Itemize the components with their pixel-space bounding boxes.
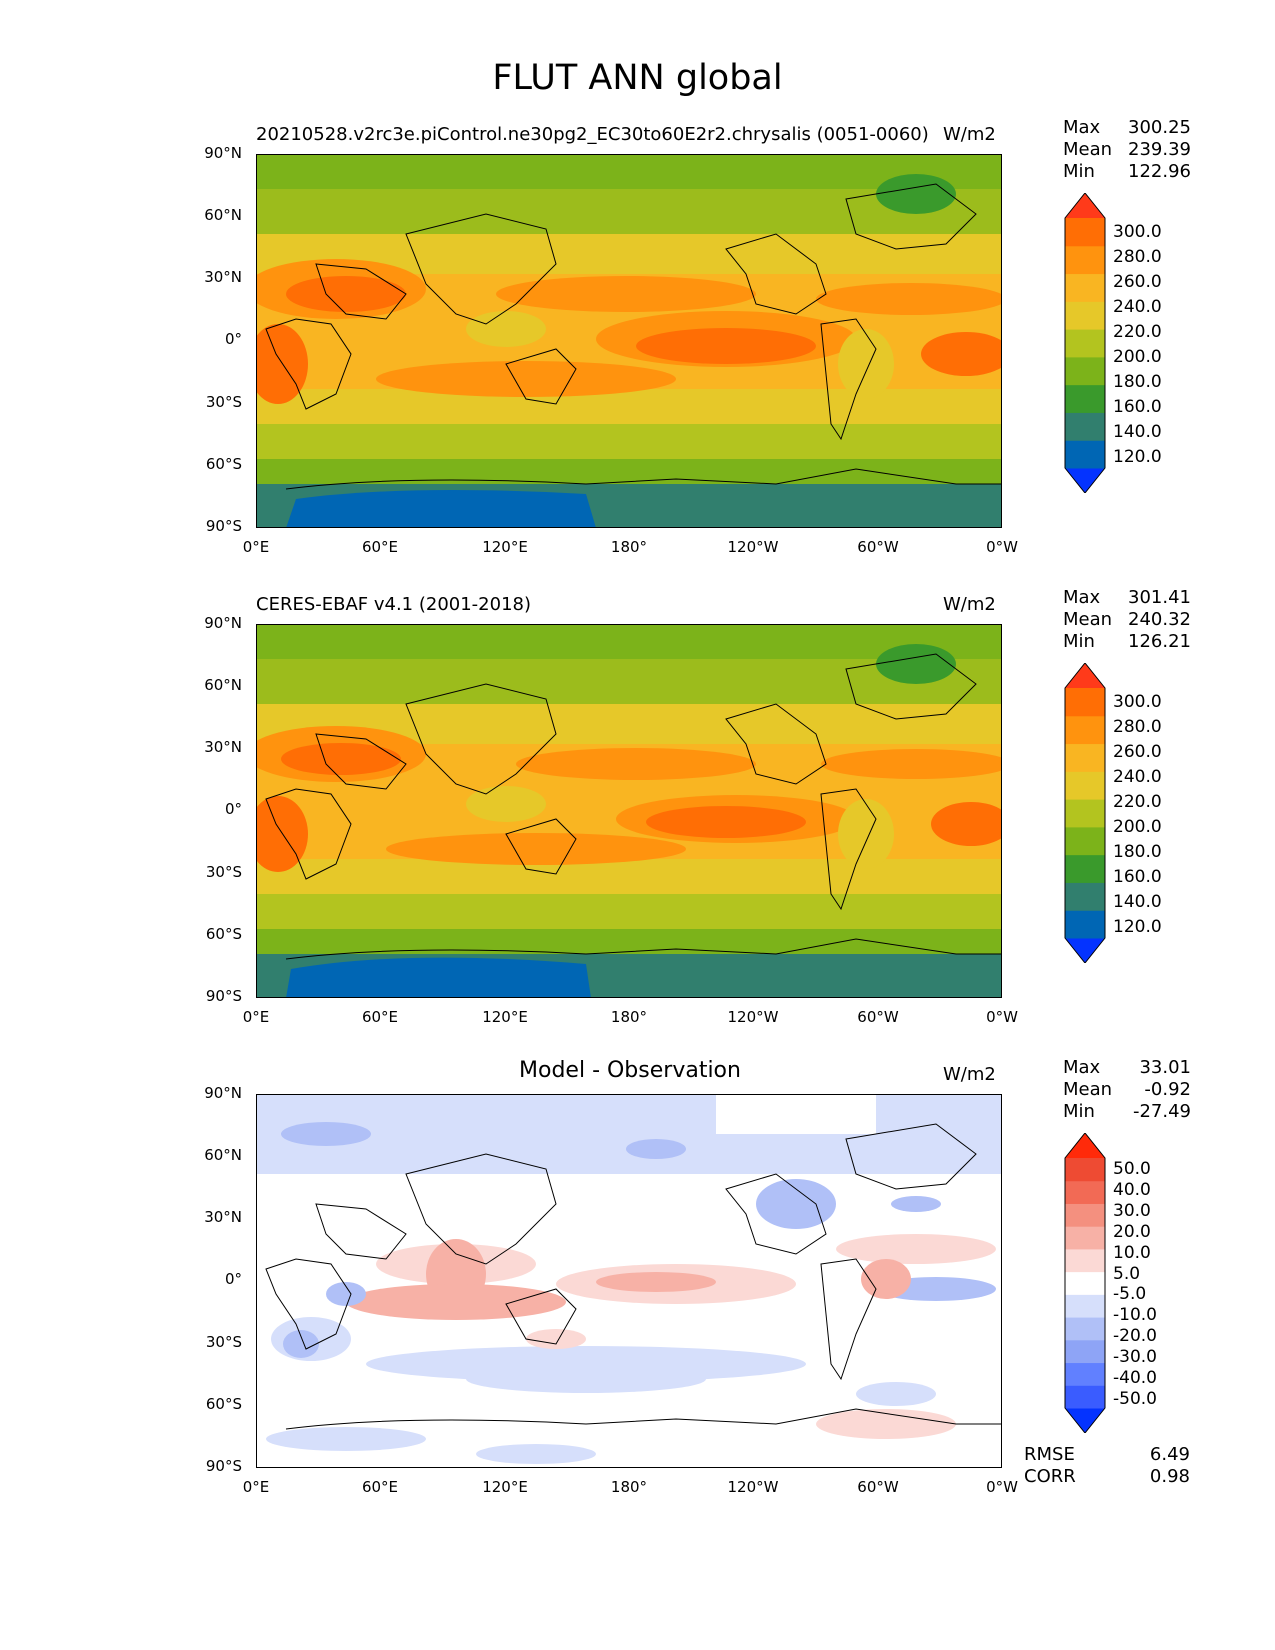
colorbar-bin xyxy=(1065,412,1105,441)
colorbar-bin xyxy=(1065,688,1105,717)
colorbar-tick-label: -40.0 xyxy=(1113,1367,1157,1388)
colorbar-bin xyxy=(1065,882,1105,911)
panel2-units: W/m2 xyxy=(943,594,996,615)
panel1-map xyxy=(256,154,1002,528)
colorbar-bin xyxy=(1065,1226,1105,1250)
colorbar-extend-low xyxy=(1065,938,1105,963)
colorbar-tick-label: 260.0 xyxy=(1113,271,1162,292)
colorbar-tick-label: 50.0 xyxy=(1113,1159,1151,1180)
colorbar-outline xyxy=(1064,663,1106,963)
panel2-stats: Max 301.41 Mean 240.32 Min 126.21 xyxy=(1063,587,1191,652)
colorbar-tick-label: 180.0 xyxy=(1113,841,1162,862)
colorbar-bin xyxy=(1065,1248,1105,1273)
colorbar-tick-label: -10.0 xyxy=(1113,1305,1157,1326)
colorbar-tick-label: 200.0 xyxy=(1113,346,1162,367)
colorbar-bin xyxy=(1065,1385,1105,1409)
colorbar-bin xyxy=(1065,1294,1105,1318)
colorbar-outline xyxy=(1064,193,1106,493)
colorbar-extend-high xyxy=(1065,663,1105,688)
colorbar-bin xyxy=(1065,356,1105,386)
colorbar-tick-label: 220.0 xyxy=(1113,321,1162,342)
colorbar-tick-label: 300.0 xyxy=(1113,221,1162,242)
colorbar-bin xyxy=(1065,440,1105,469)
figure-title: FLUT ANN global xyxy=(492,58,783,98)
colorbar-tick-label: 140.0 xyxy=(1113,421,1162,442)
panel2-colorbar xyxy=(1064,663,1106,963)
rmse-value: 6.49 xyxy=(1149,1444,1190,1465)
colorbar-tick-label: 220.0 xyxy=(1113,791,1162,812)
panel1-stats: Max 300.25 Mean 239.39 Min 122.96 xyxy=(1063,117,1191,182)
colorbar-tick-label: 300.0 xyxy=(1113,691,1162,712)
panel3-rmse-corr: RMSE 6.49 CORR 0.98 xyxy=(1024,1444,1190,1488)
colorbar-extend-low xyxy=(1065,1408,1105,1433)
colorbar-tick-label: 120.0 xyxy=(1113,446,1162,467)
colorbar-tick-label: 40.0 xyxy=(1113,1180,1151,1201)
corr-value: 0.98 xyxy=(1149,1466,1190,1487)
panel2-map xyxy=(256,624,1002,998)
colorbar-outline xyxy=(1064,1133,1106,1433)
panel3-title: Model - Observation xyxy=(519,1058,741,1083)
colorbar-bin xyxy=(1065,715,1105,745)
colorbar-tick-label: 30.0 xyxy=(1113,1201,1151,1222)
colorbar-bin xyxy=(1065,826,1105,856)
corr-label: CORR xyxy=(1024,1466,1076,1487)
colorbar-tick-label: 200.0 xyxy=(1113,816,1162,837)
colorbar-tick-label: 10.0 xyxy=(1113,1242,1151,1263)
colorbar-tick-label: 280.0 xyxy=(1113,246,1162,267)
panel1-subtitle: 20210528.v2rc3e.piControl.ne30pg2_EC30to… xyxy=(256,124,929,145)
colorbar-bin xyxy=(1065,329,1105,358)
colorbar-bin xyxy=(1065,1362,1105,1386)
colorbar-tick-label: 280.0 xyxy=(1113,716,1162,737)
colorbar-tick-label: -50.0 xyxy=(1113,1388,1157,1409)
colorbar-bin xyxy=(1065,1158,1105,1182)
colorbar-tick-label: -30.0 xyxy=(1113,1346,1157,1367)
colorbar-tick-label: 260.0 xyxy=(1113,741,1162,762)
colorbar-tick-label: -5.0 xyxy=(1113,1284,1147,1305)
panel3-units: W/m2 xyxy=(943,1064,996,1085)
colorbar-bin xyxy=(1065,218,1105,247)
colorbar-tick-label: 20.0 xyxy=(1113,1221,1151,1242)
colorbar-tick-label: 180.0 xyxy=(1113,371,1162,392)
panel3-colorbar xyxy=(1064,1133,1106,1433)
colorbar-tick-label: 240.0 xyxy=(1113,296,1162,317)
panel3-map xyxy=(256,1094,1002,1468)
colorbar-bin xyxy=(1065,384,1105,413)
panel2-subtitle: CERES-EBAF v4.1 (2001-2018) xyxy=(256,594,532,615)
panel1-units: W/m2 xyxy=(943,124,996,145)
colorbar-bin xyxy=(1065,771,1105,800)
colorbar-tick-label: 140.0 xyxy=(1113,891,1162,912)
colorbar-extend-high xyxy=(1065,193,1105,218)
panel3-stats: Max 33.01 Mean -0.92 Min -27.49 xyxy=(1063,1057,1191,1122)
colorbar-bin xyxy=(1065,1203,1105,1227)
colorbar-bin xyxy=(1065,301,1105,330)
colorbar-tick-label: -20.0 xyxy=(1113,1326,1157,1347)
colorbar-bin xyxy=(1065,273,1105,302)
colorbar-bin xyxy=(1065,854,1105,883)
colorbar-bin xyxy=(1065,1180,1105,1204)
colorbar-bin xyxy=(1065,910,1105,939)
colorbar-bin xyxy=(1065,1317,1105,1341)
colorbar-extend-high xyxy=(1065,1133,1105,1158)
colorbar-tick-label: 240.0 xyxy=(1113,766,1162,787)
colorbar-tick-label: 120.0 xyxy=(1113,916,1162,937)
colorbar-tick-label: 160.0 xyxy=(1113,866,1162,887)
colorbar-bin xyxy=(1065,245,1105,275)
colorbar-bin xyxy=(1065,1339,1105,1364)
colorbar-tick-label: 5.0 xyxy=(1113,1263,1141,1284)
colorbar-bin xyxy=(1065,799,1105,828)
colorbar-bin xyxy=(1065,743,1105,772)
colorbar-extend-low xyxy=(1065,468,1105,493)
colorbar-bin xyxy=(1065,1271,1105,1295)
rmse-label: RMSE xyxy=(1024,1444,1075,1465)
panel1-colorbar xyxy=(1064,193,1106,493)
colorbar-tick-label: 160.0 xyxy=(1113,396,1162,417)
